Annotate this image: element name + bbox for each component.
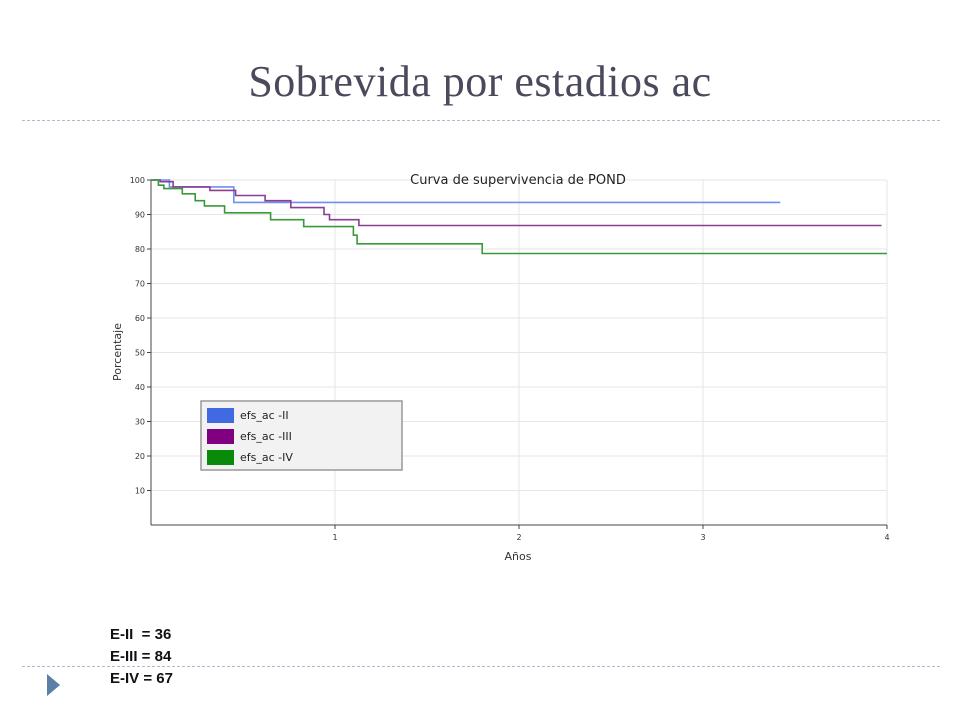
y-tick-label: 30 bbox=[135, 418, 145, 427]
x-tick-label: 2 bbox=[516, 533, 521, 542]
count-e-ii: E-II = 36 bbox=[110, 626, 172, 643]
y-tick-label: 100 bbox=[130, 176, 145, 185]
survival-chart: 10 20 30 40 50 60 70 80 90 100 1 2 3 4 Curva de super… bbox=[111, 173, 890, 563]
legend-swatch-iv bbox=[207, 450, 234, 465]
stage-counts: E-II = 36 E-III = 84 E-IV = 67 bbox=[110, 624, 173, 690]
axes: 10 20 30 40 50 60 70 80 90 100 1 2 3 4 bbox=[130, 176, 890, 542]
grid-lines bbox=[151, 179, 888, 525]
legend-swatch-iii bbox=[207, 429, 234, 444]
legend-label-iii: efs_ac -III bbox=[240, 430, 292, 443]
y-tick-label: 70 bbox=[135, 280, 145, 289]
y-tick-label: 50 bbox=[135, 349, 145, 358]
y-tick-label: 40 bbox=[135, 383, 145, 392]
legend-label-ii: efs_ac -II bbox=[240, 409, 289, 422]
x-axis-label: Años bbox=[505, 550, 532, 563]
slide-title: Sobrevida por estadios ac bbox=[248, 57, 712, 106]
count-e-iv: E-IV = 67 bbox=[110, 670, 173, 687]
legend-label-iv: efs_ac -IV bbox=[240, 451, 293, 464]
y-tick-label: 80 bbox=[135, 245, 145, 254]
bullet-arrow-icon bbox=[47, 674, 60, 696]
legend-swatch-ii bbox=[207, 408, 234, 423]
x-tick-label: 3 bbox=[700, 533, 705, 542]
y-tick-label: 90 bbox=[135, 211, 145, 220]
y-axis-label: Porcentaje bbox=[111, 323, 124, 381]
series-line-iii bbox=[151, 179, 882, 227]
x-tick-label: 4 bbox=[884, 533, 889, 542]
series-lines bbox=[151, 179, 887, 255]
series-line-iv bbox=[151, 179, 887, 255]
count-e-iii: E-III = 84 bbox=[110, 648, 172, 665]
y-tick-label: 20 bbox=[135, 452, 145, 461]
x-tick-label: 1 bbox=[332, 533, 337, 542]
y-tick-label: 60 bbox=[135, 314, 145, 323]
chart-legend: efs_ac -II efs_ac -III efs_ac -IV bbox=[200, 400, 403, 471]
top-divider bbox=[22, 120, 940, 121]
bottom-divider bbox=[22, 666, 940, 667]
legend-box bbox=[200, 400, 403, 471]
y-tick-label: 10 bbox=[135, 487, 145, 496]
chart-title: Curva de supervivencia de POND bbox=[410, 173, 626, 188]
